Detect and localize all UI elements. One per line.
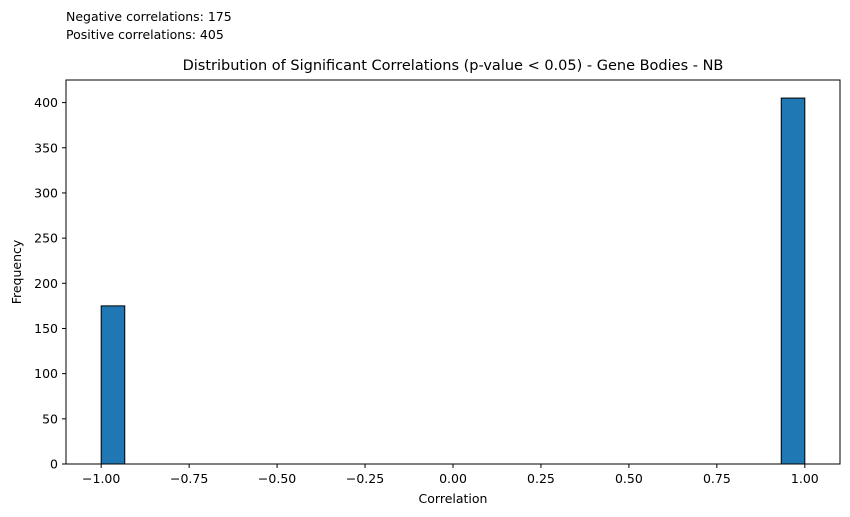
y-tick-label: 0 [50, 457, 58, 472]
y-tick-label: 400 [34, 95, 58, 110]
plot-frame [65, 79, 841, 465]
x-tick-label: −0.25 [346, 471, 384, 486]
y-tick-label: 250 [34, 231, 58, 246]
x-tick-label: 0.75 [703, 471, 731, 486]
y-tick-label: 350 [34, 140, 58, 155]
x-tick-label: 0.25 [527, 471, 555, 486]
x-tick-label: −0.75 [170, 471, 208, 486]
x-tick-label: 0.00 [439, 471, 467, 486]
x-tick-label: 1.00 [791, 471, 819, 486]
y-axis-ticks: 0 50 100 150 200 250 300 350 400 [34, 95, 66, 472]
x-tick-label: −1.00 [82, 471, 120, 486]
chart-title: Distribution of Significant Correlations… [183, 58, 724, 74]
x-axis-label: Correlation [419, 491, 488, 506]
y-axis-label: Frequency [9, 239, 24, 304]
y-tick-label: 300 [34, 185, 58, 200]
y-tick-label: 100 [34, 366, 58, 381]
x-axis-ticks: −1.00 −0.75 −0.50 −0.25 0.00 0.25 0.50 0.75 1.00 [82, 464, 819, 486]
y-tick-label: 150 [34, 321, 58, 336]
x-tick-label: 0.50 [615, 471, 643, 486]
histogram-bar-0 [100, 305, 126, 465]
negative-count-annotation: Negative correlations: 175 [66, 9, 232, 24]
histogram-bar-1 [780, 97, 806, 465]
y-tick-label: 200 [34, 276, 58, 291]
x-tick-label: −0.50 [258, 471, 296, 486]
y-tick-label: 50 [42, 411, 58, 426]
bars-group [100, 97, 806, 465]
positive-count-annotation: Positive correlations: 405 [66, 27, 224, 42]
